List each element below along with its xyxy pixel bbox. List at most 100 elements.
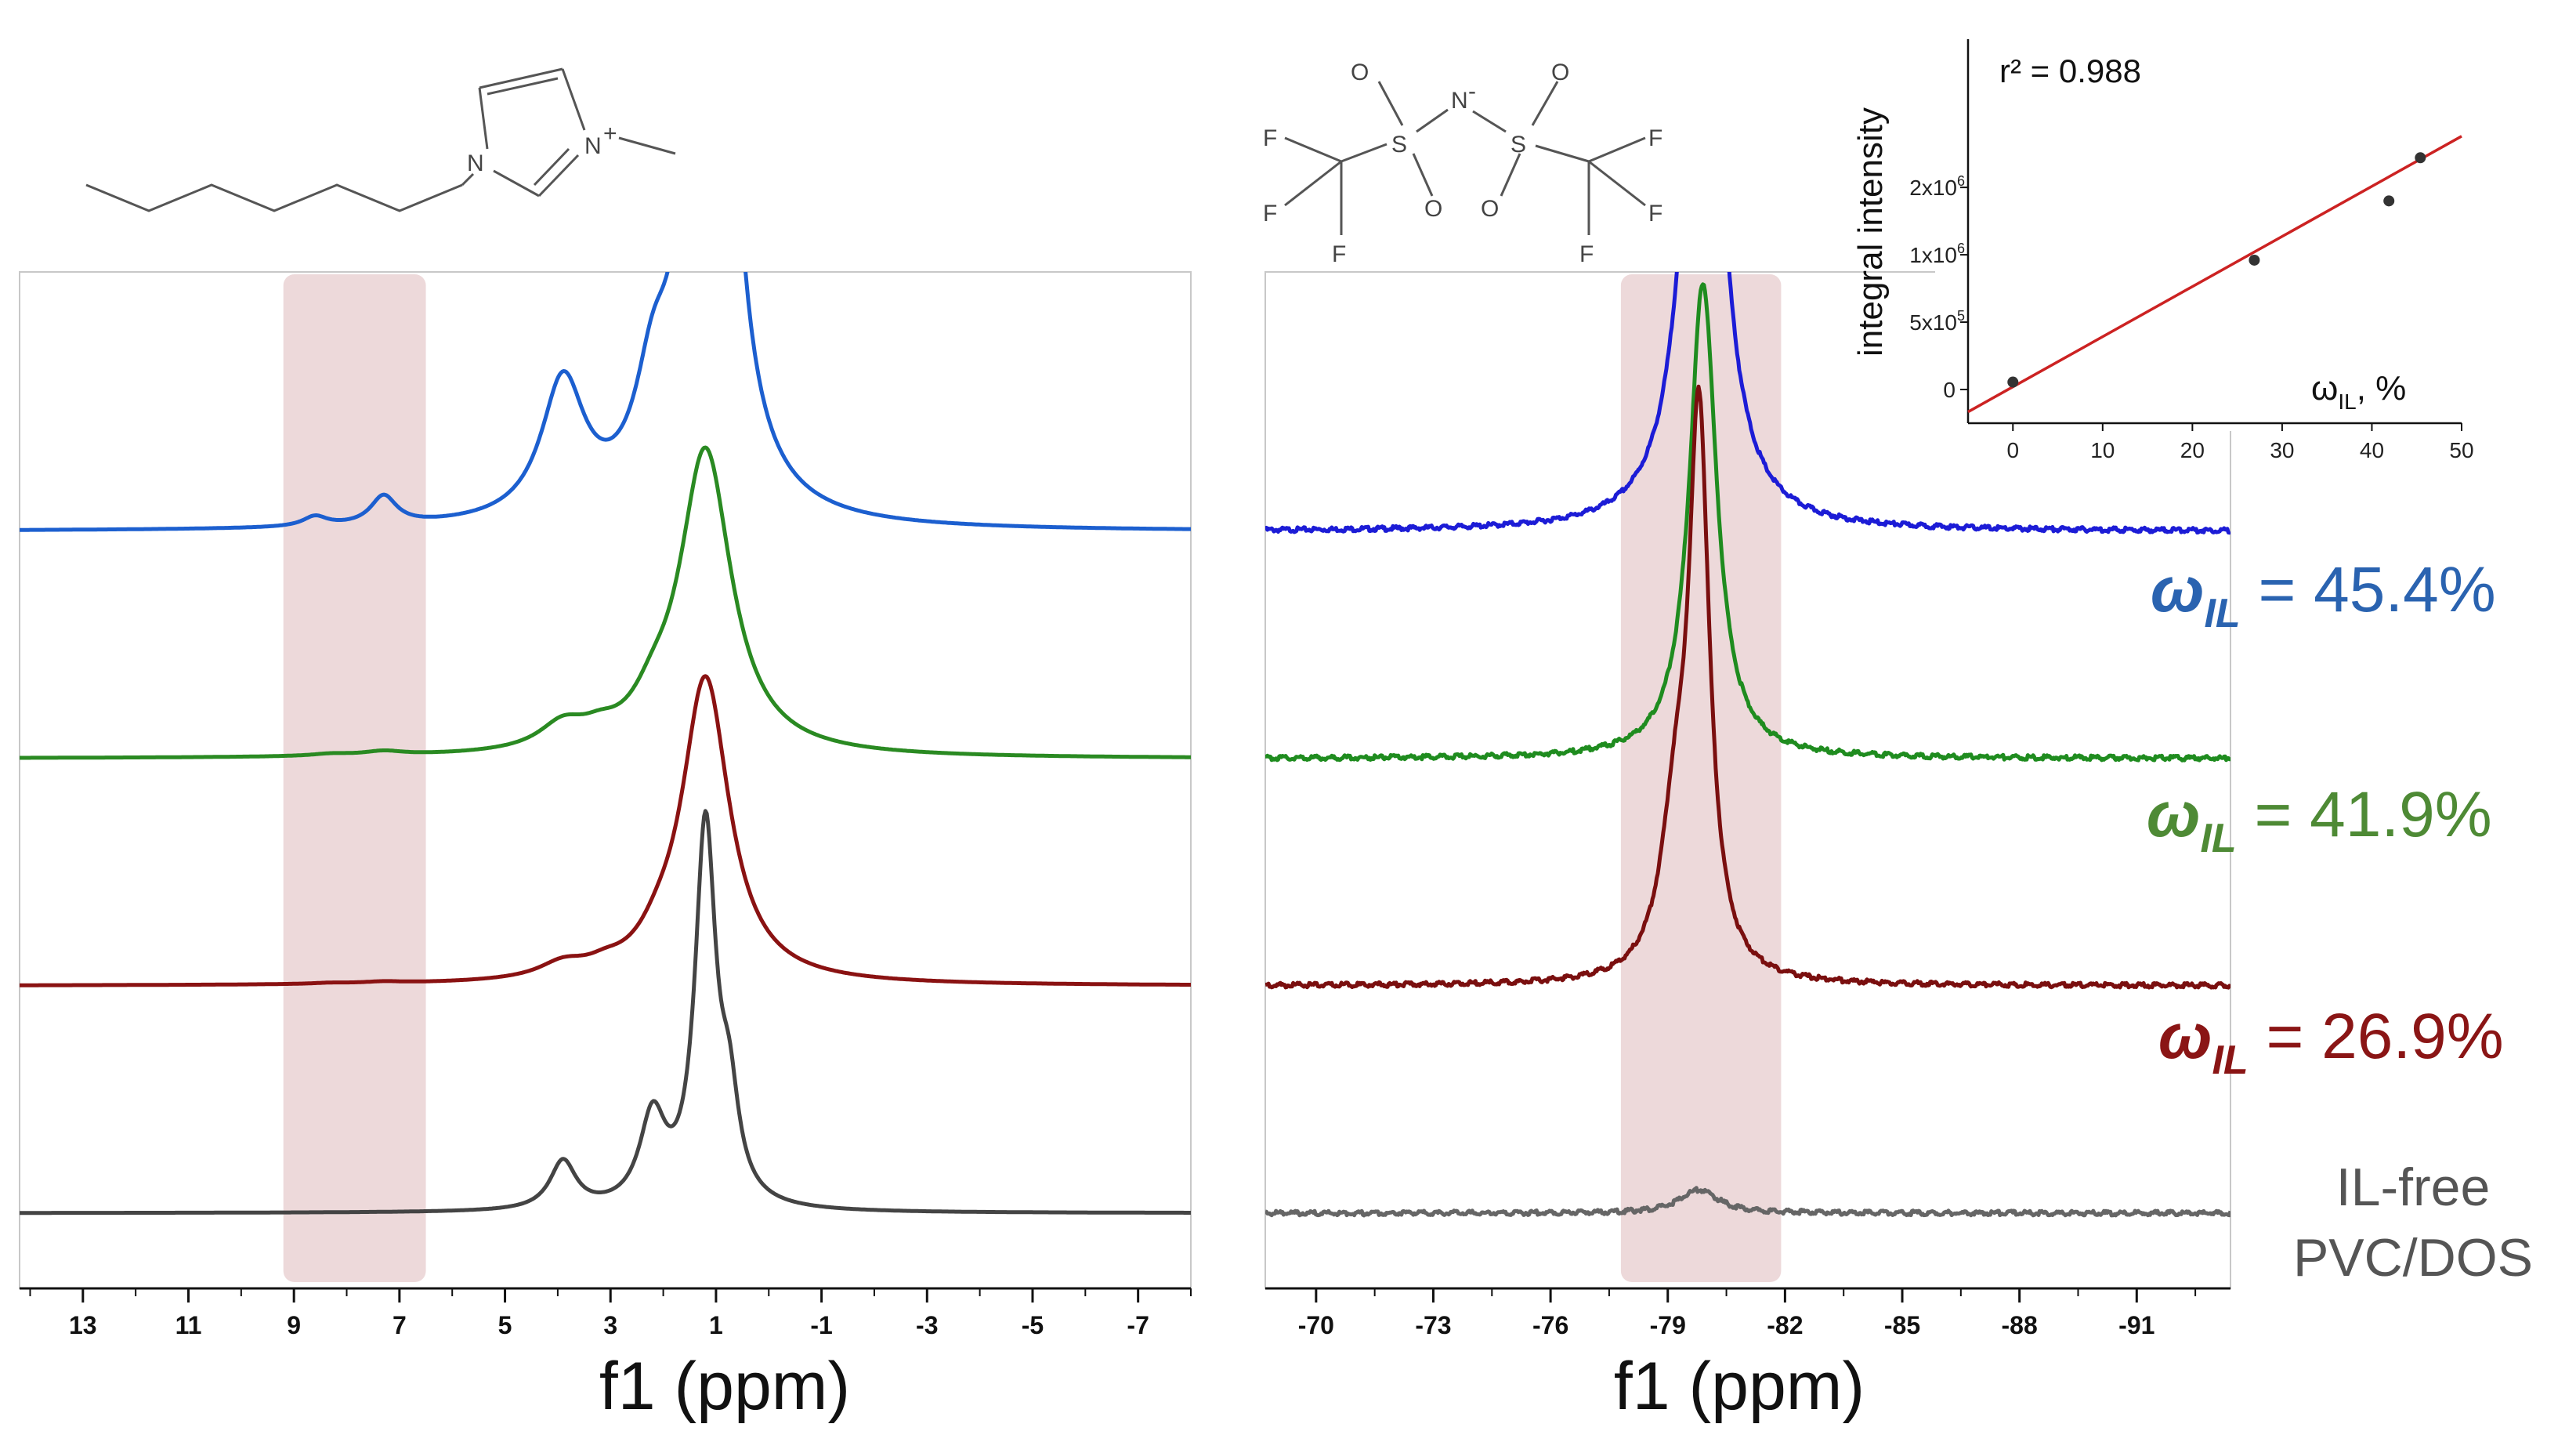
inset-y-ticks: 0 5x105 1x106 2x106 — [1909, 173, 1968, 402]
cf-bond-4 — [1588, 136, 1646, 163]
inset-y-tick-label: 1x106 — [1909, 241, 1965, 267]
ring-bond-4 — [537, 154, 580, 197]
x-tick-label: -70 — [1298, 1311, 1334, 1339]
spectrum-line-1 — [20, 272, 1191, 532]
legend-il-free: IL-free — [2336, 1158, 2491, 1217]
left-highlight-band — [283, 274, 426, 1282]
inset-x-tick-label: 40 — [2360, 438, 2384, 462]
atom-charge-plus: + — [603, 121, 617, 147]
left-x-ticks: 13 11 9 7 5 3 1 -1 -3 -5 -7 — [29, 1288, 1192, 1339]
atom-o3: O — [1551, 60, 1569, 85]
atom-o1: O — [1351, 60, 1369, 85]
spectrum-line-4 — [1265, 1186, 2230, 1218]
hmim-structure: N N + — [85, 67, 676, 212]
x-tick-label: -7 — [1127, 1311, 1149, 1339]
calibration-point — [2383, 195, 2395, 207]
right-x-ticks: -70 -73 -76 -79 -82 -85 -88 -91 — [1298, 1288, 2197, 1339]
inset-x-tick-label: 10 — [2090, 438, 2115, 462]
sn-bond-left — [1416, 108, 1449, 133]
inset-background — [1935, 31, 2468, 431]
legend-omega-2: ω — [2147, 779, 2200, 850]
inset-y-tick-exponent: 6 — [1957, 241, 1965, 256]
inset-y-tick-label: 0 — [1943, 378, 1956, 402]
cf-bond-5 — [1588, 160, 1646, 207]
inset-y-tick-label: 2x106 — [1909, 173, 1965, 200]
left-x-axis-label: f1 (ppm) — [599, 1349, 850, 1424]
ring-bond-5 — [493, 169, 540, 197]
left-spectra-group — [20, 272, 1191, 1216]
x-tick-label: 3 — [603, 1311, 617, 1339]
right-spectra-group — [1265, 272, 2230, 1218]
x-tick-label: -73 — [1415, 1311, 1451, 1339]
x-tick-label: -1 — [810, 1311, 832, 1339]
legend-omega-3: ω — [2158, 1001, 2212, 1072]
legend-label-41-9: ωIL = 41.9% — [2147, 779, 2492, 861]
x-tick-label: -82 — [1767, 1311, 1803, 1339]
ns-bond-right — [1472, 110, 1507, 133]
atom-f6: F — [1579, 241, 1594, 267]
so-bond-2 — [1412, 153, 1434, 197]
x-tick-label: -85 — [1884, 1311, 1920, 1339]
inset-x-tick-label: 50 — [2449, 438, 2473, 462]
ntf2-structure: F F F S O O N S O O F F F - — [1263, 60, 1662, 267]
sc-bond-right — [1535, 144, 1590, 163]
right-spectrum-panel: -70 -73 -76 -79 -82 -85 -88 -91 f1 (ppm) — [1264, 271, 2231, 1424]
left-plot-frame — [19, 271, 1192, 1289]
atom-f5: F — [1648, 201, 1662, 226]
right-highlight-band — [1620, 274, 1782, 1282]
inset-x-tick-label: 0 — [2006, 438, 2019, 462]
right-x-axis-label: f1 (ppm) — [1614, 1349, 1865, 1424]
x-tick-label: 13 — [69, 1311, 97, 1339]
x-tick-label: 1 — [709, 1311, 723, 1339]
r-squared-annotation: r² = 0.988 — [1999, 53, 2141, 89]
spectrum-line-3 — [20, 674, 1191, 987]
spectrum-line-2 — [1265, 282, 2230, 763]
legend-value-1: = 45.4% — [2241, 554, 2496, 625]
inset-points — [2007, 152, 2426, 388]
calibration-point — [2249, 254, 2260, 266]
inset-x-ticks: 0 10 20 30 40 50 — [2006, 423, 2474, 462]
ring-bond-1 — [478, 87, 489, 150]
calibration-point — [2415, 152, 2426, 164]
inset-y-axis-label: integral intensity — [1851, 107, 1890, 357]
inset-x-tick-label: 30 — [2270, 438, 2294, 462]
legend-label-45-4: ωIL = 45.4% — [2151, 554, 2496, 636]
legend-sub-2: IL — [2200, 816, 2236, 861]
hexyl-chain — [85, 183, 463, 212]
atom-s1: S — [1391, 132, 1407, 158]
x-tick-label: -91 — [2118, 1311, 2155, 1339]
inset-x-axis-label: ωIL, % — [2311, 369, 2406, 414]
legend: ωIL = 45.4% ωIL = 41.9% ωIL = 26.9% IL-f… — [2147, 554, 2533, 1288]
legend-value-2: = 41.9% — [2237, 779, 2492, 850]
inset-y-tick-exponent: 6 — [1957, 173, 1965, 189]
fit-line — [1967, 135, 2462, 414]
legend-pvc-dos: PVC/DOS — [2293, 1228, 2533, 1288]
legend-value-3: = 26.9% — [2249, 1001, 2504, 1072]
atom-f3: F — [1332, 241, 1346, 267]
cf-bond-1 — [1284, 136, 1342, 163]
spectrum-line-2 — [20, 445, 1191, 760]
atom-f1: F — [1263, 125, 1277, 151]
inset-x-tick-label: 20 — [2180, 438, 2205, 462]
legend-sub-1: IL — [2204, 591, 2240, 636]
left-spectrum-panel: 13 11 9 7 5 3 1 -1 -3 -5 -7 f1 (ppm) — [19, 271, 1192, 1424]
calibration-point — [2007, 376, 2019, 388]
cf-bond-2 — [1284, 160, 1342, 207]
x-tick-label: 9 — [287, 1311, 301, 1339]
cs-bond-left — [1340, 143, 1387, 163]
atom-o2: O — [1424, 196, 1442, 222]
legend-omega-1: ω — [2151, 554, 2204, 625]
atom-charge-minus: - — [1468, 78, 1476, 104]
so-bond-1 — [1377, 81, 1404, 126]
ring-bond-3 — [561, 68, 586, 131]
atom-o4: O — [1481, 196, 1499, 222]
atom-n1: N — [467, 150, 484, 176]
x-tick-label: 11 — [175, 1311, 202, 1339]
ring-bond-2 — [479, 67, 563, 89]
methyl-bond — [618, 136, 676, 155]
x-tick-label: 7 — [393, 1311, 407, 1339]
so-bond-3 — [1531, 81, 1559, 126]
x-tick-label: -88 — [2002, 1311, 2038, 1339]
inset-y-tick-label: 5x105 — [1909, 308, 1965, 335]
